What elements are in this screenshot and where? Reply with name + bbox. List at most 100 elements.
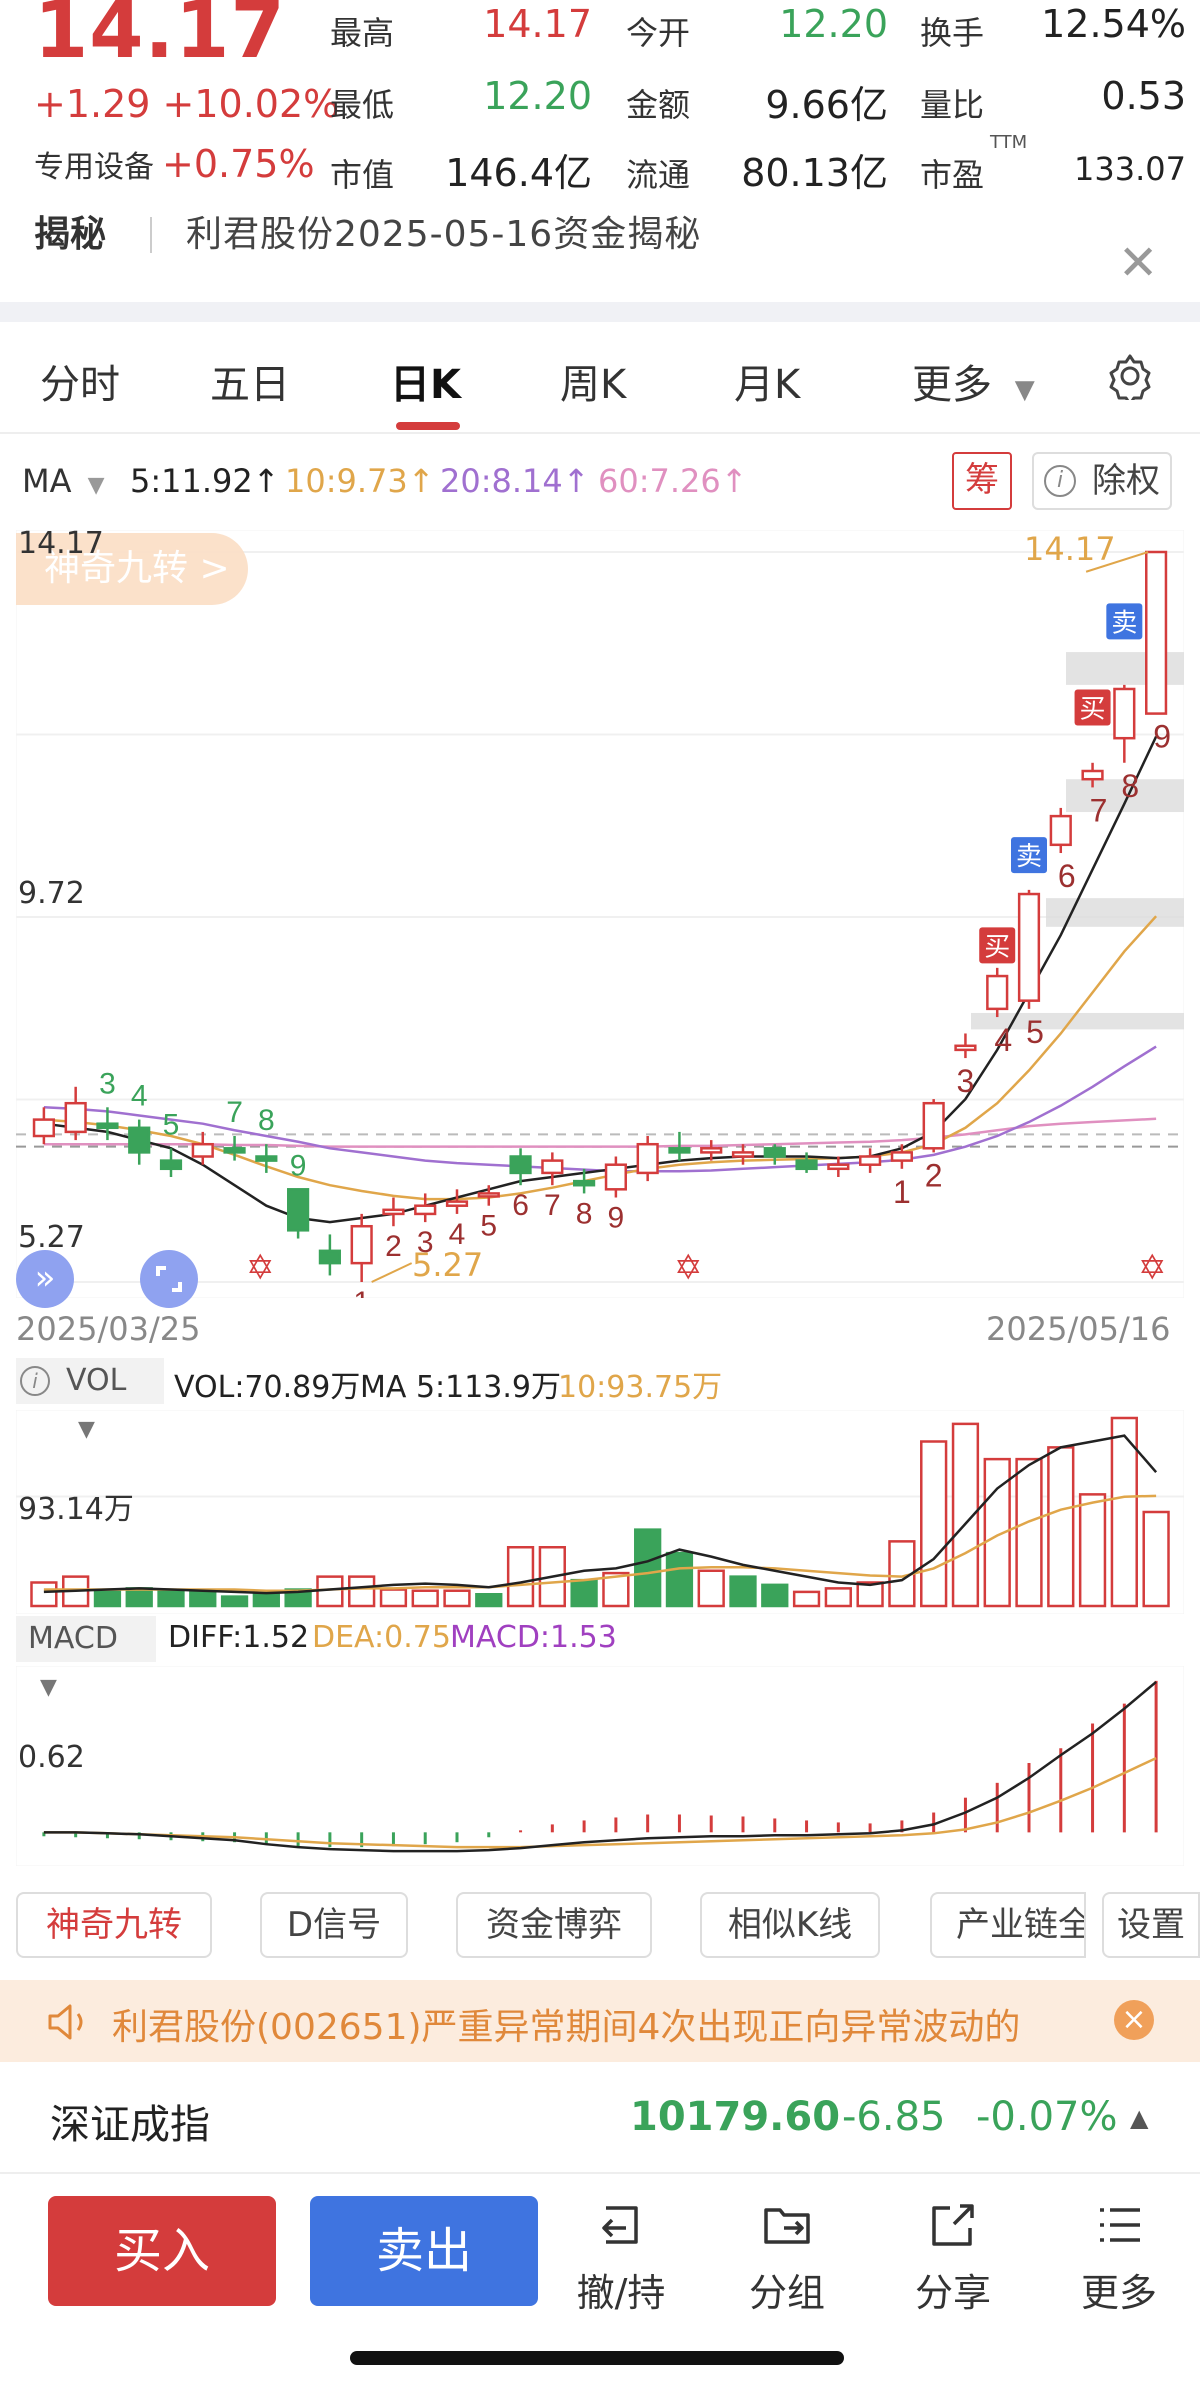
expand-left-icon[interactable]: » (16, 1250, 74, 1308)
settings-button[interactable]: 设置 (1102, 1892, 1200, 1958)
info-icon[interactable]: i (1044, 465, 1076, 497)
vol-ma5-line (43, 1434, 1158, 1595)
gear-icon[interactable] (1106, 352, 1154, 400)
candle-body (890, 1151, 913, 1162)
tab-weekly-k[interactable]: 周K (560, 362, 627, 408)
vol-tag-label: VOL (66, 1363, 127, 1398)
candle-body (636, 1142, 659, 1175)
turnover-label: 换手 (920, 14, 985, 52)
share-button[interactable]: 分享 (898, 2196, 1008, 2317)
nine-turn-count: 7 (1090, 792, 1108, 828)
candle-body (1145, 550, 1168, 715)
candle-body (159, 1159, 183, 1171)
cancel-hold-button[interactable]: 撤/持 (566, 2196, 676, 2317)
chart-frame (16, 530, 1184, 1298)
index-pct: -0.07% (976, 2094, 1118, 2140)
event-star-icon[interactable]: ✡ (246, 1248, 275, 1288)
ma10-value: 10:9.73↑ (285, 462, 435, 500)
candle-body (668, 1147, 691, 1154)
sell-button[interactable]: 卖出 (310, 2196, 538, 2306)
d-signal-button[interactable]: D信号 (260, 1892, 408, 1958)
close-icon[interactable]: ✕ (1118, 235, 1159, 291)
close-icon[interactable]: × (1114, 2000, 1154, 2040)
nine-turn-count: 9 (1153, 719, 1171, 755)
fullscreen-icon[interactable] (140, 1250, 198, 1308)
fund-game-button[interactable]: 资金博弈 (456, 1892, 652, 1958)
candle-body (954, 1044, 977, 1052)
volume-bar (1047, 1446, 1075, 1608)
candle-body (96, 1122, 119, 1130)
macd-chart[interactable] (16, 1666, 1184, 1866)
gap-zone (971, 1012, 1184, 1030)
undo-icon (602, 2206, 638, 2244)
volume-bar (920, 1440, 948, 1608)
vol-ratio-label: 量比 (920, 86, 985, 124)
volume-bar (888, 1540, 916, 1608)
group-button[interactable]: 分组 (732, 2196, 842, 2317)
candle-body (573, 1179, 596, 1187)
ex-rights-button[interactable]: 除权 (1032, 452, 1172, 510)
vol-ma10: 10:93.75万 (558, 1370, 723, 1405)
candle-body (922, 1101, 945, 1150)
buy-button[interactable]: 买入 (48, 2196, 276, 2306)
more-button[interactable]: 更多 (1064, 2196, 1174, 2317)
info-icon[interactable]: i (20, 1366, 50, 1396)
industry-chain-button[interactable]: 产业链全 (930, 1892, 1086, 1958)
nine-turn-count: 8 (576, 1197, 593, 1230)
amount-label: 金额 (626, 86, 691, 124)
macd-value: MACD:1.53 (450, 1620, 617, 1655)
candle-body (700, 1147, 723, 1154)
alert-banner[interactable]: 利君股份(002651)严重异常期间4次出现正向异常波动的 × (0, 1980, 1200, 2062)
index-ticker[interactable]: 深证成指 10179.60 -6.85 -0.07% ▲ (0, 2064, 1200, 2174)
ma60-value: 60:7.26↑ (598, 462, 748, 500)
caret-up-icon[interactable]: ▲ (1130, 2104, 1149, 2132)
buy-signal-badge (1074, 689, 1111, 726)
tab-five-day[interactable]: 五日 (210, 362, 290, 408)
nine-turn-tool-button[interactable]: 神奇九转 (16, 1892, 212, 1958)
nine-turn-count: 4 (131, 1080, 148, 1113)
candle-body (541, 1159, 564, 1175)
candle-body (382, 1208, 405, 1216)
similar-kline-button[interactable]: 相似K线 (700, 1892, 880, 1958)
speaker-icon (48, 2004, 83, 2040)
volume-bar (443, 1589, 471, 1608)
volume-bar (220, 1595, 249, 1608)
group-label: 分组 (748, 2271, 825, 2315)
tab-daily-k[interactable]: 日K (390, 362, 461, 408)
volume-bar (475, 1593, 503, 1608)
volume-bar (411, 1589, 439, 1608)
news-banner[interactable]: 揭秘 利君股份2025-05-16资金揭秘 ✕ (0, 205, 1200, 305)
nine-turn-button[interactable]: 神奇九转 > (16, 533, 248, 605)
volume-bar (824, 1587, 852, 1608)
sector-info[interactable]: 专用设备 +0.75% (34, 142, 315, 186)
high-marker-line (1085, 551, 1149, 573)
ma-selector[interactable]: MA ▼ (22, 462, 105, 500)
event-star-icon[interactable]: ✡ (1138, 1248, 1167, 1288)
tab-intraday[interactable]: 分时 (40, 362, 120, 408)
start-date: 2025/03/25 (16, 1310, 201, 1348)
macd-dea: DEA:0.75 (312, 1620, 451, 1655)
event-star-icon[interactable]: ✡ (674, 1248, 703, 1288)
low-value: 12.20 (483, 74, 592, 118)
news-text[interactable]: 利君股份2025-05-16资金揭秘 (186, 214, 702, 255)
float-label: 流通 (626, 156, 691, 194)
current-price: 14.17 (34, 0, 286, 76)
tab-more[interactable]: 更多 ▼ (912, 352, 1035, 410)
kline-chart[interactable]: 345789123456789123456789买卖买卖 (16, 530, 1184, 1298)
section-divider (0, 302, 1200, 322)
tab-monthly-k[interactable]: 月K (734, 362, 801, 408)
sector-name: 专用设备 (34, 150, 154, 185)
ma-label: MA (22, 462, 72, 500)
caret-down-icon: ▼ (40, 1675, 57, 1700)
vol-ratio-value: 0.53 (1101, 74, 1186, 118)
period-tabs: 分时 五日 日K 周K 月K 更多 ▼ (0, 322, 1200, 434)
volume-chart[interactable] (16, 1410, 1184, 1614)
gap-zone (1066, 779, 1184, 813)
volume-bar (697, 1569, 725, 1608)
end-date: 2025/05/16 (986, 1310, 1171, 1348)
chip-distribution-button[interactable]: 筹 (952, 452, 1012, 510)
volume-bar (792, 1590, 821, 1608)
macd-diff: DIFF:1.52 (168, 1620, 310, 1655)
volume-bar (30, 1581, 58, 1608)
macd-selector[interactable]: MACD ▼ (16, 1616, 156, 1700)
